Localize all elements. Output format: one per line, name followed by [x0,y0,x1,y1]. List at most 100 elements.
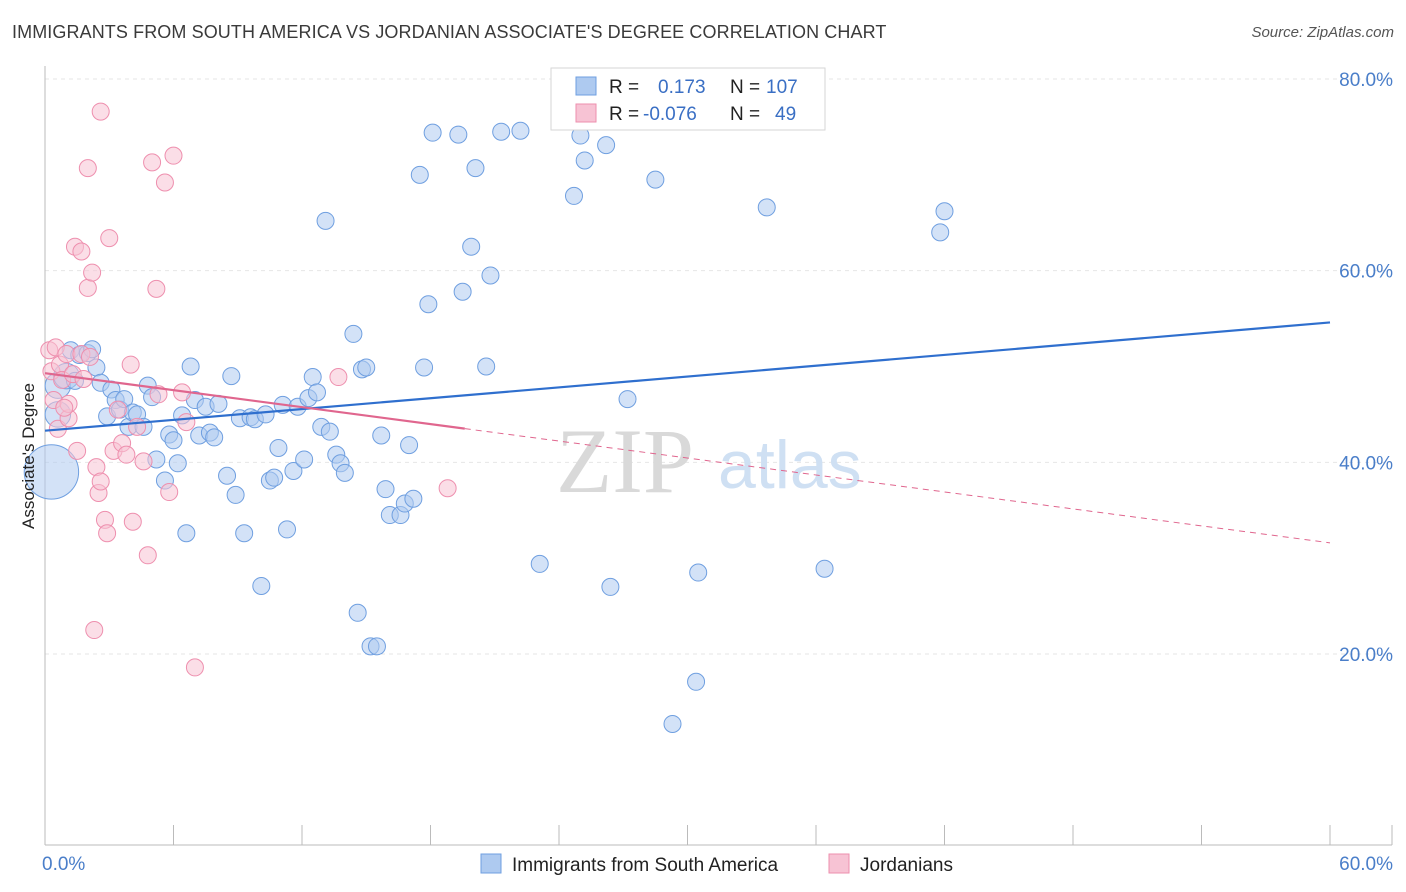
stats-pink-n-value: 49 [775,104,796,125]
data-point [689,563,708,582]
data-point [284,461,303,480]
data-point [530,554,549,573]
stats-pink-r-label: R = [609,104,639,125]
data-point [78,278,97,297]
data-point [931,223,950,242]
data-point [687,672,706,691]
data-point [481,266,500,285]
data-point [423,123,442,142]
data-point [278,520,297,539]
data-point [663,714,682,733]
data-point [400,436,419,455]
data-point [91,472,110,491]
x-tick-label: 60.0% [1339,854,1393,875]
data-point [335,463,354,482]
y-tick-label: 80.0% [1339,70,1393,91]
y-tick-label: 60.0% [1339,262,1393,283]
data-point [376,480,395,499]
data-point [68,441,87,460]
data-point [453,282,472,301]
data-point [462,237,481,256]
data-point [100,229,119,248]
data-point [177,524,196,543]
stats-blue-r-label: R = [609,77,639,98]
data-point [511,121,530,140]
data-point [404,489,423,508]
data-point [78,159,97,178]
data-point [307,383,326,402]
data-point [108,400,127,419]
legend: Immigrants from South America Jordanians [480,853,953,876]
data-point [117,445,136,464]
stats-blue-r-value: 0.173 [658,77,706,98]
data-point [123,512,142,531]
data-point [564,186,583,205]
data-point [492,122,511,141]
data-point [138,546,157,565]
data-point [410,165,429,184]
data-point [98,524,117,543]
data-point [303,368,322,387]
data-point [357,358,376,377]
data-point [415,358,434,377]
data-point [329,368,348,387]
data-point [252,576,271,595]
legend-blue-label: Immigrants from South America [512,855,779,876]
data-point [181,357,200,376]
trend-lines [44,321,1331,544]
y-tick-label: 20.0% [1339,645,1393,666]
data-point [134,452,153,471]
data-point [226,485,245,504]
data-point [205,428,224,447]
source-label: Source: ZipAtlas.com [1251,24,1394,41]
y-tick-labels: 20.0% 40.0% 60.0% 80.0% [1339,70,1393,666]
data-point [177,413,196,432]
data-point [367,637,386,656]
stats-blue-swatch [575,76,597,96]
y-axis-label: Associate's Degree [19,383,38,529]
trend-line-blue [44,321,1331,432]
data-point [757,198,776,217]
stats-box-frame [550,67,826,131]
data-point [256,405,275,424]
data-point [164,146,183,165]
legend-pink-swatch [828,853,850,874]
data-point [344,324,363,343]
data-point [372,426,391,445]
data-point [91,102,110,121]
data-point [23,444,80,500]
x-tick-label: 0.0% [42,854,85,875]
data-point [449,125,468,144]
data-point [235,524,254,543]
data-point [575,151,594,170]
legend-blue-swatch [480,853,502,874]
data-point [438,479,457,498]
data-point [265,468,284,487]
data-point [320,422,339,441]
data-point [601,577,620,596]
data-point [269,438,288,457]
data-point [815,559,834,578]
trend-line-pink [44,372,465,430]
data-point [419,295,438,314]
data-point [477,357,496,376]
stats-pink-r-value: -0.076 [643,104,697,125]
data-point [168,454,187,473]
legend-pink-label: Jordanians [860,855,953,876]
data-point [155,173,174,192]
data-point [121,355,140,374]
data-point [222,367,241,386]
gridlines [45,78,1392,655]
stats-pink-swatch [575,103,597,123]
data-point [466,159,485,178]
trend-line-pink-extension [464,428,1331,544]
data-point [57,345,76,364]
watermark: ZIP atlas [556,410,862,512]
data-point [72,242,91,261]
data-point [618,390,637,409]
series-jordanians [40,102,457,677]
data-point [160,483,179,502]
data-point [597,136,616,155]
data-point [164,431,183,450]
